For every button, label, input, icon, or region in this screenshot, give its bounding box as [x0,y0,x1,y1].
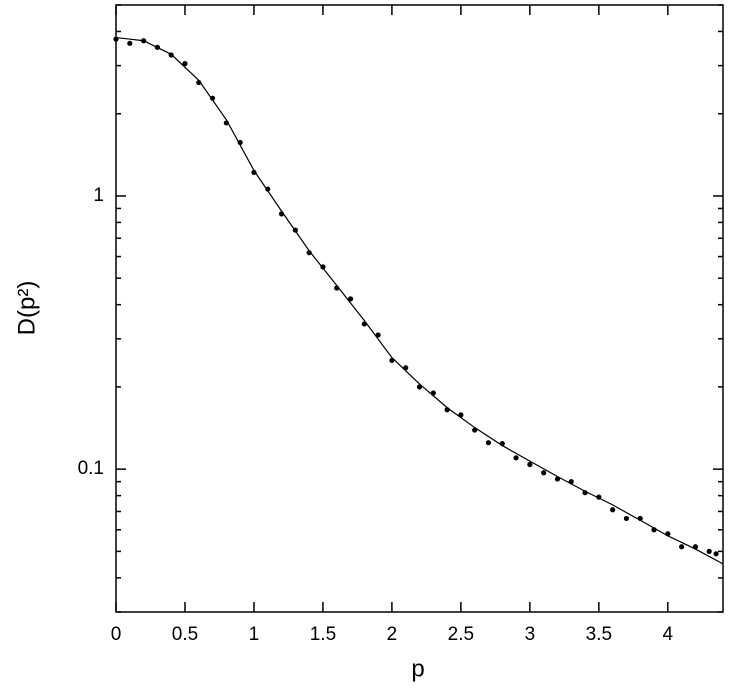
data-point [706,548,712,554]
y-tick-label: 0.1 [78,458,104,479]
plot-frame [115,4,724,613]
data-point [265,186,271,192]
y-tick-label: 1 [93,185,104,206]
data-point [541,470,547,476]
x-tick-label: 0 [111,624,122,645]
x-tick-label: 0.5 [172,624,198,645]
data-point [306,250,312,256]
x-tick-label: 4 [663,624,674,645]
data-point [182,61,188,67]
data-point [610,507,616,513]
x-tick-label: 3.5 [586,624,612,645]
data-point [251,169,257,175]
data-point [209,95,216,101]
fit-line [115,36,724,565]
data-point [527,461,533,468]
y-axis-title: D(p²) [13,281,40,336]
x-tick-label: 3 [525,624,536,645]
x-tick-label: 2.5 [448,624,474,645]
data-point [623,515,630,522]
data-point [127,40,133,46]
data-point [485,440,492,446]
data-point [679,544,685,550]
x-axis-title: p [411,655,424,682]
data-point [513,455,519,461]
data-point [713,551,719,557]
x-tick-label: 2 [387,624,398,645]
data-point [347,296,354,302]
x-tick-label: 1 [249,624,260,645]
x-tick-label: 1.5 [310,624,336,645]
data-point [375,332,381,338]
